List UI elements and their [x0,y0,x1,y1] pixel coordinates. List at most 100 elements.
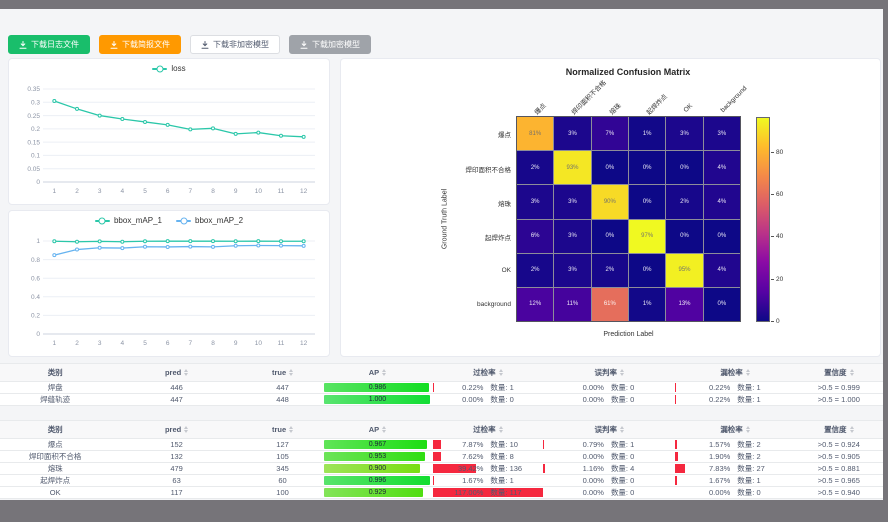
rate-count: 数量: 8 [490,452,514,461]
cell-confidence: >0.5 = 0.940 [817,488,860,497]
cell-misjudge-rate: 0.00% 数量: 0 [543,487,675,498]
col-header-ap[interactable]: AP [322,421,432,438]
cell-category: 起焊炸点 [40,476,71,485]
cell-pred: 479 [170,464,183,473]
col-header-true[interactable]: true [243,364,322,381]
legend-label: bbox_mAP_2 [195,216,244,225]
col-header-misjudge-rate[interactable]: 误判率 [543,421,675,438]
col-header-label: AP [368,425,380,434]
col-header-miss-rate[interactable]: 漏检率 [675,421,794,438]
matrix-cell: 81% [517,117,554,151]
sort-caret-icon[interactable] [498,369,503,376]
sort-asc-icon [620,369,624,372]
svg-text:0.8: 0.8 [31,257,40,264]
col-header-confidence[interactable]: 置信度 [795,421,883,438]
rate-percent: 1.90% [709,452,731,461]
col-header-overdetect-rate[interactable]: 过检率 [433,364,543,381]
matrix-cell: 61% [591,287,628,321]
sort-caret-icon[interactable] [184,426,189,433]
matrix-row-label: 爆点 [498,132,511,140]
svg-text:1: 1 [53,188,57,195]
sort-caret-icon[interactable] [620,426,624,433]
svg-text:0: 0 [36,179,40,186]
sort-caret-icon[interactable] [289,426,294,433]
col-header-label: 过检率 [473,368,496,377]
matrix-cell: 2% [517,151,554,185]
rate-count: 数量: 117 [490,488,522,497]
matrix-cell: 3% [554,219,591,253]
svg-text:0.35: 0.35 [27,86,40,93]
matrix-cell: 4% [703,253,740,287]
col-header-pred[interactable]: pred [110,421,242,438]
col-header-true[interactable]: true [243,421,322,438]
cell-category: 焊盘 [47,383,63,392]
map-chart-card: bbox_mAP_1 bbox_mAP_2 0 0.2 0.4 0.6 0.8 1 1 2 3 4 5… [8,210,330,357]
col-header-confidence[interactable]: 置信度 [795,364,883,381]
sort-caret-icon[interactable] [184,369,189,376]
legend-item-bbox_mAP_1[interactable]: bbox_mAP_1 [94,216,162,225]
col-header-label: 类别 [47,425,63,434]
svg-text:2: 2 [75,340,79,347]
colorbar-tick-label: 20 [776,275,784,283]
col-header-pred[interactable]: pred [110,364,242,381]
ap-value: 1.000 [368,396,387,403]
sort-caret-icon[interactable] [498,426,503,433]
sort-caret-icon[interactable] [849,369,854,376]
svg-text:8: 8 [211,188,215,195]
cell-misjudge-rate: 1.16% 数量: 4 [543,463,675,474]
col-header-label: true [271,425,287,434]
svg-text:12: 12 [300,188,308,195]
svg-text:0: 0 [36,331,40,338]
cell-pred: 447 [170,395,183,404]
rate-bar [432,452,442,461]
svg-text:0.05: 0.05 [27,166,40,173]
sort-caret-icon[interactable] [289,369,294,376]
col-header-overdetect-rate[interactable]: 过检率 [433,421,543,438]
rate-percent: 0.00% [462,395,484,404]
col-header-label: 过检率 [473,425,496,434]
sort-caret-icon[interactable] [849,426,854,433]
download-report-button[interactable]: 下载简报文件 [99,35,181,54]
sort-caret-icon[interactable] [620,369,624,376]
ap-bar-track: 0.967 [324,440,430,449]
sort-caret-icon[interactable] [382,369,387,376]
svg-text:2: 2 [75,188,79,195]
legend-item-loss[interactable]: loss [152,64,186,73]
matrix-cell: 0% [666,151,703,185]
matrix-cell: 3% [517,185,554,219]
legend-item-bbox_mAP_2[interactable]: bbox_mAP_2 [176,216,243,225]
rate-count: 数量: 0 [610,395,635,404]
loss-chart-legend: loss [9,64,329,73]
svg-text:0.1: 0.1 [31,153,40,160]
col-header-label: 漏检率 [720,368,743,377]
matrix-cell: 11% [554,287,591,321]
download-encrypted-model-button[interactable]: 下载加密模型 [289,35,371,54]
rate-bar [675,452,678,461]
rate-bar [432,464,477,473]
svg-text:12: 12 [300,340,308,347]
sort-caret-icon[interactable] [745,426,750,433]
download-plain-model-button[interactable]: 下载非加密模型 [190,35,280,54]
colorbar-tick: 80 [771,149,783,156]
cell-confidence: >0.5 = 0.905 [817,452,860,461]
col-header-ap[interactable]: AP [322,364,432,381]
cell-overdetect-rate: 7.62% 数量: 8 [432,451,543,462]
cell-true: 105 [276,452,289,461]
cell-true: 448 [276,395,289,404]
col-header-miss-rate[interactable]: 漏检率 [675,364,794,381]
sort-caret-icon[interactable] [745,369,750,376]
rate-bar [543,464,545,473]
colorbar-tick: 0 [771,318,780,325]
sort-asc-icon [849,426,854,429]
matrix-row-label: OK [501,266,511,274]
cell-ap: 0.996 [322,475,432,486]
matrix-cell: 2% [666,185,703,219]
cell-miss-rate: 1.67% 数量: 1 [675,475,794,486]
sort-caret-icon[interactable] [382,426,387,433]
sort-asc-icon [289,426,294,429]
col-header-misjudge-rate[interactable]: 误判率 [543,364,675,381]
rate-percent: 0.00% [709,488,731,497]
ap-bar [324,476,430,485]
table-header-row: 类别 pred true AP 过检率 误判率 漏检率 置信度 [0,364,883,382]
download-log-button[interactable]: 下载日志文件 [8,35,90,54]
